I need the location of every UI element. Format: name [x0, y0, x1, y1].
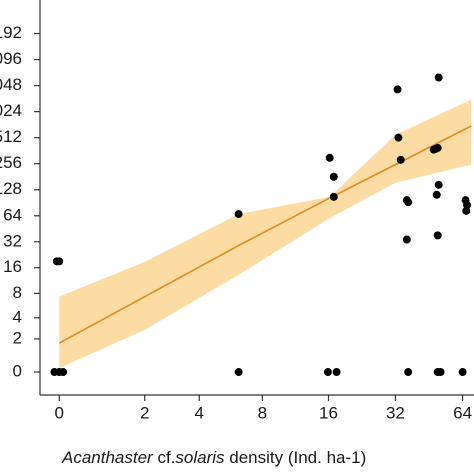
point [434, 73, 443, 82]
x-axis-title-part: density (Ind. ha-1) [225, 448, 367, 467]
x-axis-title-part: solaris [175, 448, 225, 467]
point [433, 143, 442, 152]
y-tick-label: 512 [0, 127, 22, 146]
x-tick-label: 0 [55, 403, 64, 422]
point [434, 180, 443, 189]
confidence-band [59, 99, 472, 369]
point [433, 231, 442, 240]
y-tick-label: 1024 [0, 101, 22, 120]
x-axis-title-part: Acanthaster [61, 448, 154, 467]
point [329, 172, 338, 181]
x-axis-title: Acanthaster cf.solaris density (Ind. ha-… [61, 448, 366, 467]
y-tick-label: 32 [3, 231, 22, 250]
point [325, 153, 334, 162]
fit-line [58, 125, 472, 344]
point [323, 368, 332, 377]
y-tick-label: 8192 [0, 23, 22, 42]
y-tick-label: 2048 [0, 75, 22, 94]
x-tick-label: 32 [386, 403, 405, 422]
y-tick-label: 8 [13, 283, 22, 302]
point [55, 257, 64, 266]
point [234, 368, 243, 377]
point [329, 192, 338, 201]
band-layer [59, 99, 472, 369]
point [59, 368, 68, 377]
y-tick-label: 16 [3, 257, 22, 276]
y-tick-label: 64 [3, 205, 22, 224]
x-tick-label: 2 [140, 403, 149, 422]
point [404, 368, 413, 377]
x-tick-label: 16 [319, 403, 338, 422]
x-tick-label: 4 [195, 403, 204, 422]
y-tick-label: 256 [0, 153, 22, 172]
point [402, 235, 411, 244]
point [436, 368, 445, 377]
y-tick-label: 4096 [0, 49, 22, 68]
x-axis-title-part: cf. [153, 448, 176, 467]
point [404, 198, 413, 207]
y-tick-label: 0 [13, 362, 22, 381]
point [396, 155, 405, 164]
x-tick-label: 64 [453, 403, 472, 422]
point [394, 133, 403, 142]
point [458, 368, 467, 377]
y-tick-label: 2 [13, 328, 22, 347]
point [462, 206, 471, 215]
point [432, 190, 441, 199]
point [332, 368, 341, 377]
point [393, 85, 402, 94]
point [234, 210, 243, 219]
y-tick-label: 4 [13, 307, 22, 326]
x-tick-label: 8 [258, 403, 267, 422]
y-tick-label: 128 [0, 179, 22, 198]
